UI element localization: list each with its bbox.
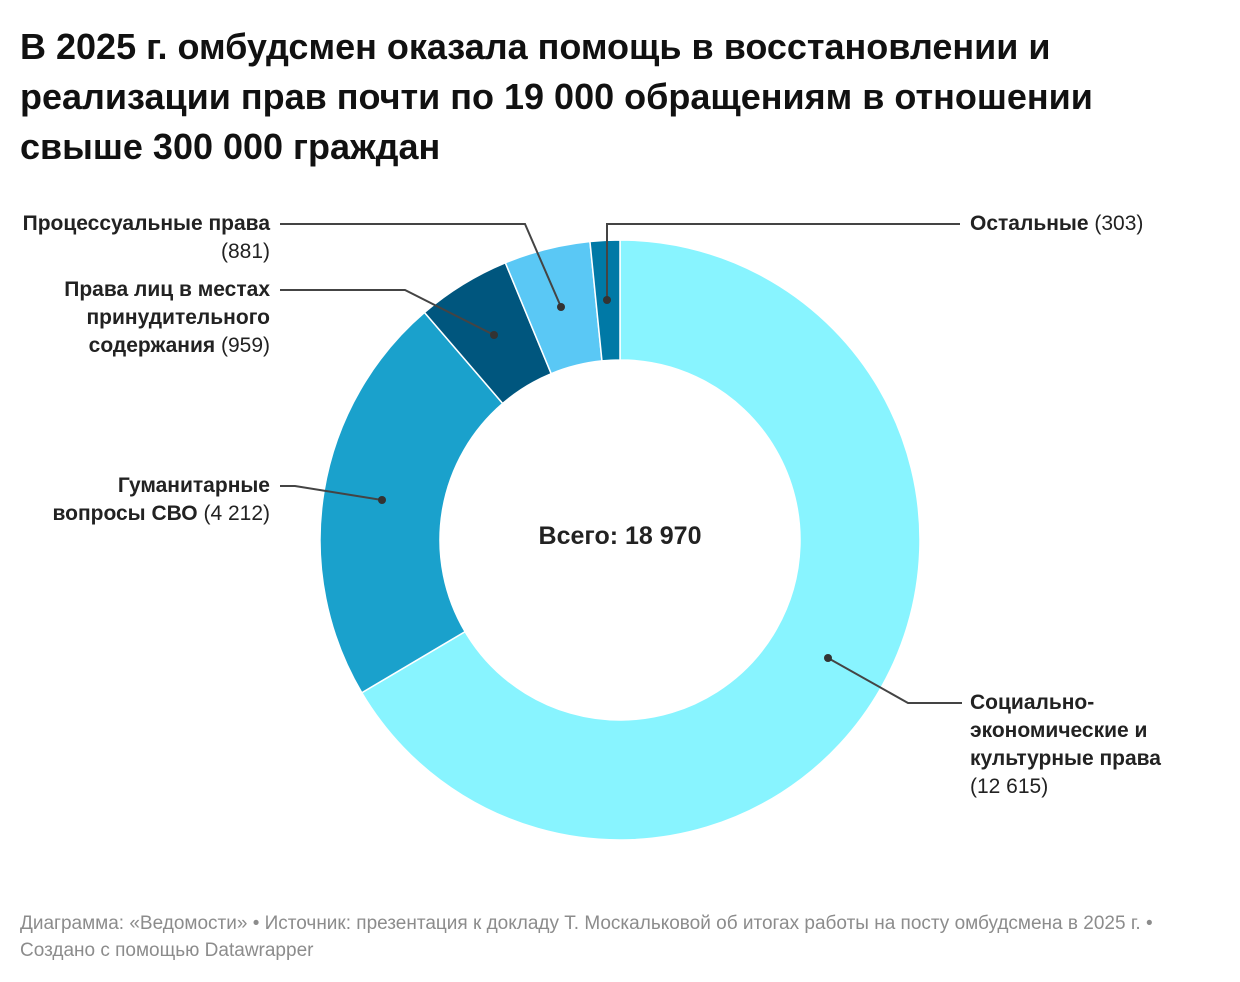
label-detention-name: Права лиц в местах принудительного содер… [64,278,270,357]
slice-socioeconomic [360,239,921,841]
label-humanitarian-value: (4 212) [203,502,270,525]
leader-other [606,223,960,300]
leader-socioeconomic [827,657,962,704]
leader-procedural-dot [557,303,565,311]
label-procedural: Процессуальные права (881) [20,210,270,266]
leader-humanitarian [280,485,383,501]
label-procedural-value: (881) [220,240,270,263]
label-other-value: (303) [1094,212,1144,235]
label-procedural-name: Процессуальные права [22,212,270,235]
center-total-label: Всего: 18 970 [538,522,702,550]
label-other-name: Остальные [970,212,1089,235]
label-socioeconomic-value: (12 615) [970,775,1049,798]
label-detention: Права лиц в местах принудительного содер… [20,276,270,360]
label-humanitarian: Гуманитарные вопросы СВО (4 212) [20,472,270,528]
label-other: Остальные (303) [970,210,1143,238]
leader-socioeconomic-dot [824,654,832,662]
label-detention-value: (959) [220,334,270,357]
label-socioeconomic-name: Социально-экономические и культурные пра… [970,691,1161,770]
label-humanitarian-name: Гуманитарные вопросы СВО [52,474,270,525]
slice-humanitarian [319,311,504,694]
leader-detention-dot [490,331,498,339]
leader-other-dot [603,296,611,304]
footer-source: Диаграмма: «Ведомости» • Источник: презе… [20,913,1153,961]
leader-detention [280,289,495,336]
label-socioeconomic: Социально-экономические и культурные пра… [970,689,1185,801]
leader-humanitarian-dot [378,496,386,504]
leader-procedural [280,223,562,308]
chart-title: В 2025 г. омбудсмен оказала помощь в вос… [20,26,1093,167]
